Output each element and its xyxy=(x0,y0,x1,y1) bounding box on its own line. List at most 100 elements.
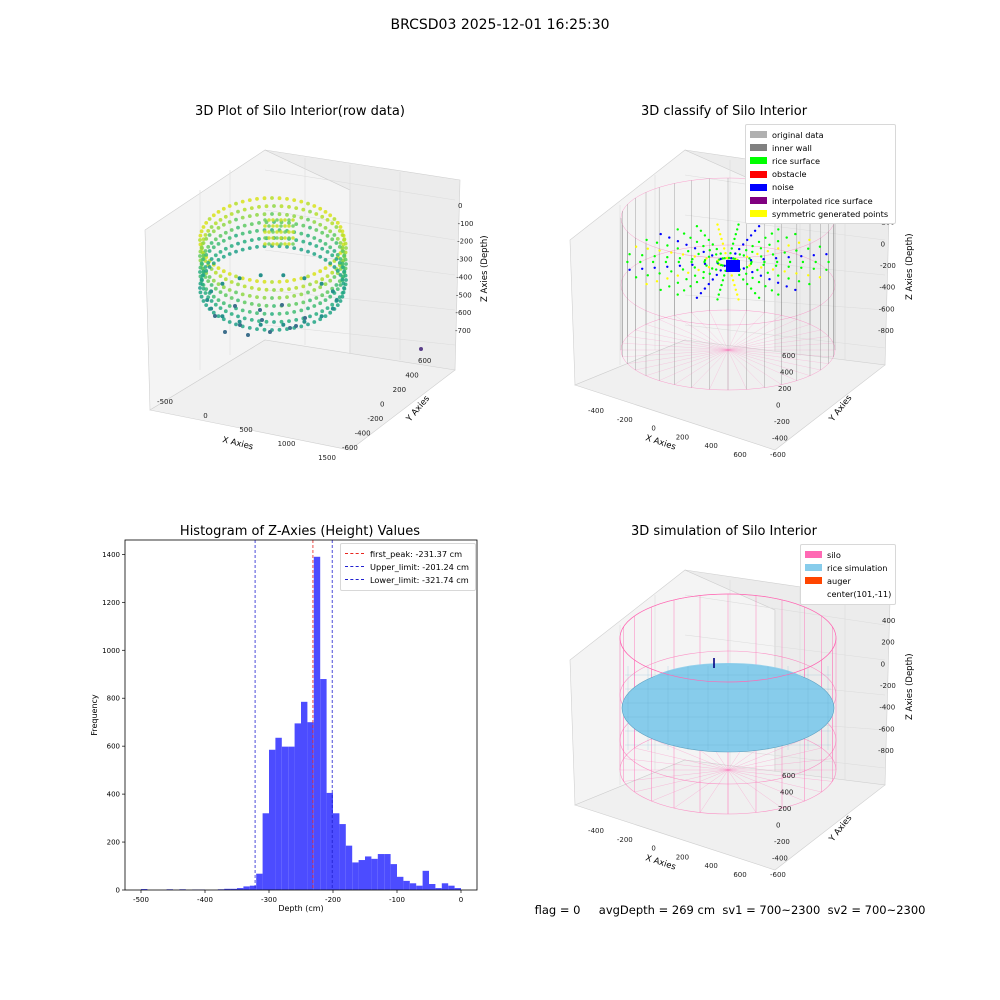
raw-data-point xyxy=(341,290,346,295)
raw-data-point xyxy=(325,306,330,310)
raw-data-point xyxy=(246,333,250,337)
classify-data-point xyxy=(777,293,780,296)
raw-data-point xyxy=(249,222,254,226)
legend-swatch xyxy=(805,564,822,572)
raw-data-point xyxy=(198,249,203,254)
raw-data-point xyxy=(198,238,202,242)
x-tick-label: 500 xyxy=(239,426,252,434)
raw-data-point xyxy=(247,294,252,298)
classify-data-point xyxy=(653,255,656,258)
silo-spoke xyxy=(627,349,729,364)
classify-data-point xyxy=(703,260,706,264)
classify-data-point xyxy=(749,262,753,265)
raw-data-point xyxy=(257,205,261,209)
classify-data-point xyxy=(734,233,737,236)
silo-spoke xyxy=(727,310,747,351)
classify-data-point xyxy=(749,287,753,290)
raw-data-point xyxy=(227,304,232,308)
raw-data-point xyxy=(294,238,299,242)
raw-data-point xyxy=(271,218,275,222)
y-tick-label: -400 xyxy=(355,430,371,438)
classify-data-point xyxy=(711,254,714,257)
classify-data-point xyxy=(759,247,763,250)
raw-data-point xyxy=(240,276,245,281)
raw-data-point xyxy=(328,229,333,234)
raw-data-point xyxy=(308,282,312,287)
raw-data-point xyxy=(204,253,209,257)
x-tick-label: -200 xyxy=(617,416,633,424)
y-tick-label: 1400 xyxy=(102,551,120,559)
grid-line xyxy=(684,324,886,349)
classify-data-point xyxy=(705,264,708,267)
classify-data-point xyxy=(742,254,745,257)
silo-spoke xyxy=(634,769,729,793)
x-tick-label: -500 xyxy=(133,896,149,904)
raw-data-point xyxy=(343,241,348,246)
raw-data-point xyxy=(280,303,284,307)
classify-data-point xyxy=(723,264,726,267)
x-tick-label: -200 xyxy=(325,896,341,904)
raw-data-point xyxy=(299,292,304,297)
histogram-ylabel: Frequency xyxy=(90,694,99,736)
raw-data-point xyxy=(203,291,208,295)
raw-data-point xyxy=(229,312,234,316)
silo-spoke xyxy=(635,329,729,351)
raw-data-point xyxy=(330,270,335,275)
y-tick-label: -600 xyxy=(770,871,786,879)
raw-data-point xyxy=(258,308,262,312)
raw-data-point xyxy=(258,322,263,327)
classify-data-point xyxy=(711,278,714,281)
raw-data-point xyxy=(335,303,340,307)
legend-item: rice surface xyxy=(750,154,891,167)
raw-data-point xyxy=(249,302,254,306)
y-tick-label: 400 xyxy=(405,372,418,380)
raw-data-point xyxy=(206,245,211,249)
z-tick-label: -400 xyxy=(879,284,895,292)
classify-data-point xyxy=(795,272,798,275)
raw-data-point xyxy=(287,287,291,291)
raw-data-point xyxy=(271,242,275,246)
classify-data-point xyxy=(703,259,707,262)
classify-data-point xyxy=(664,260,668,264)
raw-data-point xyxy=(223,309,228,314)
classify-data-point xyxy=(659,232,662,236)
raw-data-point xyxy=(216,314,221,318)
legend-swatch xyxy=(805,577,822,585)
histogram-bar xyxy=(301,701,308,890)
classify-data-point xyxy=(689,236,692,239)
raw-data-point xyxy=(221,269,226,274)
silo-spoke xyxy=(635,349,729,371)
raw-data-point xyxy=(308,298,312,303)
raw-data-point xyxy=(275,224,279,228)
raw-data-point xyxy=(199,245,204,250)
classify-data-point xyxy=(742,278,745,281)
raw-data-point xyxy=(264,204,269,209)
y-tick-label: 600 xyxy=(418,357,431,365)
classify-data-point xyxy=(658,272,661,275)
raw-data-point xyxy=(323,210,328,214)
legend-label: Lower_limit: -321.74 cm xyxy=(370,574,469,585)
legend-item: symmetric generated points xyxy=(750,207,891,220)
legend-label: inner wall xyxy=(772,142,812,153)
raw-data-point xyxy=(209,306,214,311)
silo-spoke xyxy=(623,769,729,782)
raw-data-point xyxy=(292,278,297,282)
silo-spoke xyxy=(674,349,729,385)
raw-data-point xyxy=(338,283,343,287)
raw-data-point xyxy=(338,299,343,303)
raw-data-point xyxy=(236,241,240,246)
classify-data-point xyxy=(749,259,753,262)
silo-spoke xyxy=(709,310,729,351)
x-tick-label: 1000 xyxy=(278,440,296,448)
raw-data-point xyxy=(325,218,330,222)
classify-data-point xyxy=(738,273,741,277)
raw-data-point xyxy=(255,245,259,249)
raw-data-point xyxy=(330,221,335,226)
raw-data-point xyxy=(201,225,206,229)
classify-data-point xyxy=(628,268,631,271)
silo-spoke xyxy=(727,769,783,809)
y-tick-label: 400 xyxy=(780,789,793,797)
raw-data-point xyxy=(242,316,247,321)
classify-data-point xyxy=(668,236,671,239)
raw-data-point xyxy=(213,314,217,318)
